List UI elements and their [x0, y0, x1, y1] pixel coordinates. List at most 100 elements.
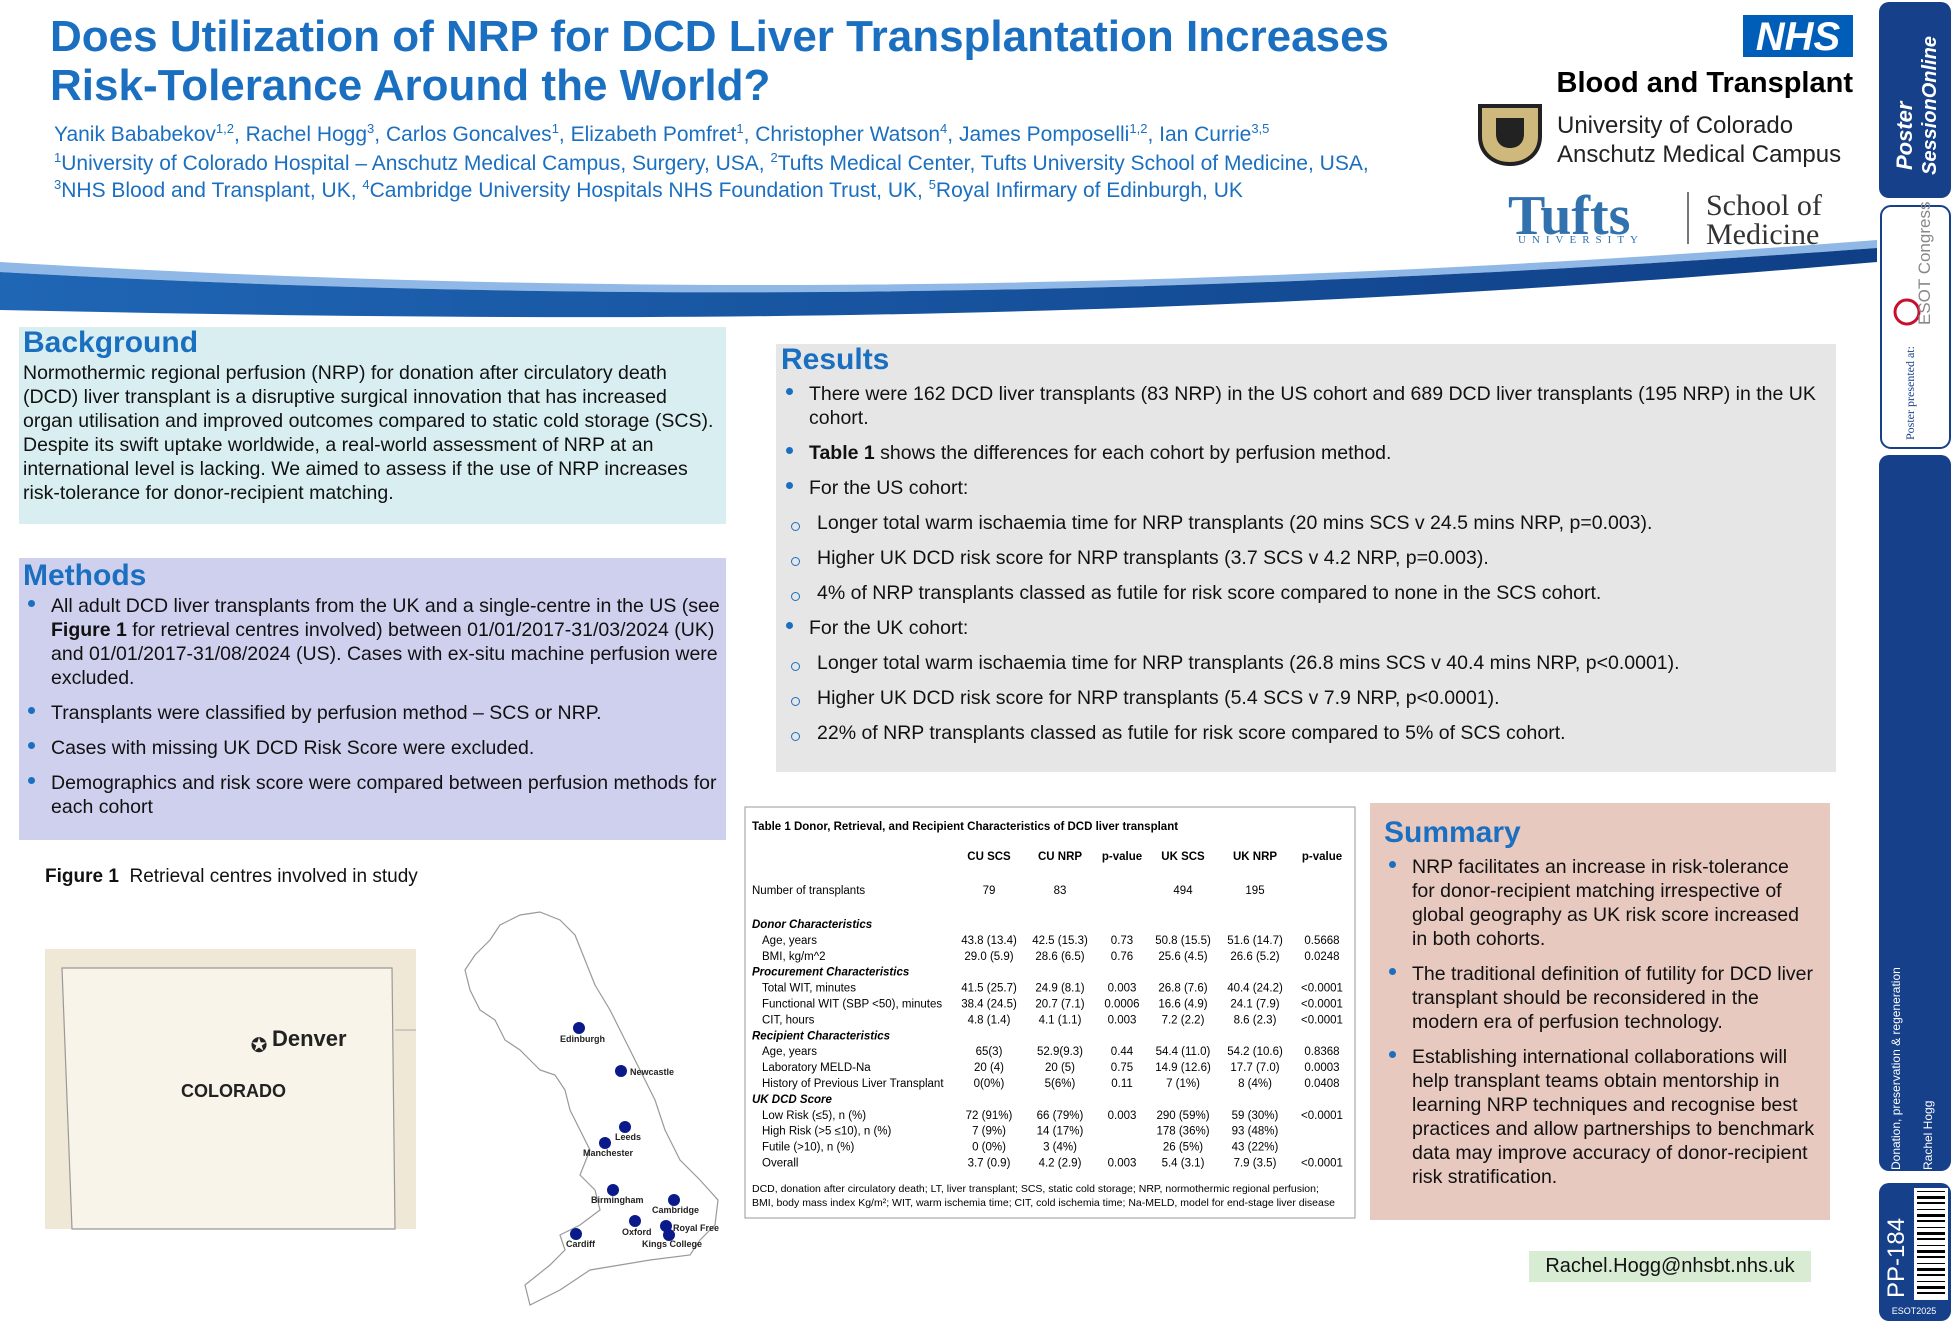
affiliations: 1University of Colorado Hospital – Ansch… [54, 150, 1399, 204]
table-cell: 3 (4%) [1043, 1142, 1077, 1154]
table-cell: 25.6 (4.5) [1158, 951, 1207, 963]
table-cell: 16.6 (4.9) [1158, 999, 1207, 1011]
table-cell: 83 [1054, 885, 1067, 897]
table-cell: 0.0408 [1304, 1078, 1339, 1090]
sub-bullet: Longer total warm ischaemia time for NRP… [791, 651, 1831, 675]
centre-dot [668, 1194, 680, 1206]
text-run: All adult DCD liver transplants from the… [51, 595, 720, 617]
table-cell: 0.73 [1111, 935, 1133, 947]
row-label: Low Risk (≤5), n (%) [762, 1110, 866, 1122]
sub-list: Longer total warm ischaemia time for NRP… [791, 511, 1831, 605]
sub-bullet: Higher UK DCD risk score for NRP transpl… [791, 686, 1831, 710]
table-cell: 8 (4%) [1238, 1078, 1272, 1090]
summary-list: NRP facilitates an increase in risk-tole… [1384, 855, 1816, 1189]
table-cell: <0.0001 [1301, 1014, 1343, 1026]
table-cell: 0.0006 [1104, 999, 1139, 1011]
sidebar-brand: SessionOnline [1919, 36, 1941, 175]
text-run: 1,2 [215, 121, 234, 136]
title-line: Does Utilization of NRP for DCD Liver Tr… [50, 12, 1390, 61]
cu-logo-inner [1496, 118, 1524, 148]
background-box: Background Normothermic regional perfusi… [19, 327, 726, 524]
row-label: Functional WIT (SBP <50), minutes [762, 999, 942, 1011]
centre-dot [629, 1215, 641, 1227]
table-cell: 38.4 (24.5) [961, 999, 1017, 1011]
centre-label: Oxford [622, 1227, 652, 1237]
table-cell: 14 (17%) [1037, 1126, 1084, 1138]
heading: Summary [1384, 816, 1521, 849]
text-run: , James Pomposelli [947, 123, 1130, 146]
table-cell: 29.0 (5.9) [964, 951, 1013, 963]
sub-bullet: 4% of NRP transplants classed as futile … [791, 581, 1831, 605]
table-cell: 0.11 [1111, 1078, 1133, 1090]
table-footnote: BMI, body mass index Kg/m²; WIT, warm is… [752, 1197, 1335, 1209]
table-cell: 93 (48%) [1232, 1126, 1279, 1138]
table-cell: 195 [1245, 885, 1264, 897]
bullet: The traditional definition of futility f… [1389, 962, 1816, 1034]
table-cell: 17.7 (7.0) [1230, 1062, 1279, 1074]
text-run: 3 [54, 177, 62, 192]
figure-caption: Figure 1 Retrieval centres involved in s… [45, 866, 418, 888]
heading: Methods [23, 559, 147, 592]
table-cell: 51.6 (14.7) [1227, 935, 1283, 947]
barcode-bar [1917, 1281, 1945, 1282]
text-run: 1 [736, 121, 744, 136]
figure-label: Figure 1 [45, 866, 119, 887]
table-cell: 7.9 (3.5) [1234, 1158, 1277, 1170]
text-run: , Carlos Goncalves [374, 123, 552, 146]
text-run: 1,2 [1129, 121, 1148, 136]
row-label: CIT, hours [762, 1014, 815, 1026]
table-cell: 7.2 (2.2) [1162, 1014, 1205, 1026]
table-cell: 0.76 [1111, 951, 1133, 963]
table-cell: 4.1 (1.1) [1039, 1014, 1082, 1026]
congress: ESOT Congress [1915, 202, 1934, 325]
table-cell: 290 (59%) [1156, 1110, 1209, 1122]
event-code: ESOT2025 [1892, 1306, 1937, 1316]
row-label: Number of transplants [752, 885, 865, 897]
text-run: Yanik Bababekov [54, 123, 216, 146]
centre-dot [663, 1229, 675, 1241]
barcode-bar [1917, 1220, 1945, 1222]
table-cell: <0.0001 [1301, 1158, 1343, 1170]
nhs-text: NHS [1756, 15, 1841, 59]
bullet: Cases with missing UK DCD Risk Score wer… [28, 736, 722, 760]
bullet-text: For the US cohort: [809, 477, 969, 499]
table-cell: 0.003 [1108, 983, 1137, 995]
text-run: , Rachel Hogg [233, 123, 368, 146]
centre-label: Newcastle [630, 1067, 674, 1077]
text-run: 1 [54, 150, 62, 165]
results-list: There were 162 DCD liver transplants (83… [781, 382, 1831, 745]
sidebar-event [1880, 205, 1951, 449]
heading: Background [23, 326, 199, 359]
table-cell: <0.0001 [1301, 983, 1343, 995]
text-run: 1 [551, 121, 559, 136]
presented: Poster presented at: [1903, 346, 1917, 440]
table-cell: 54.2 (10.6) [1227, 1046, 1283, 1058]
centre-label: Cambridge [652, 1205, 699, 1215]
table-cell: 41.5 (25.7) [961, 983, 1017, 995]
table-cell: 20 (4) [974, 1062, 1004, 1074]
table-cell: 0.0003 [1304, 1062, 1339, 1074]
table-cell: 54.4 (11.0) [1156, 1046, 1211, 1058]
background-text: Normothermic regional perfusion (NRP) fo… [23, 362, 714, 504]
centre-label: Birmingham [591, 1195, 644, 1205]
cu-text: Anschutz Medical Campus [1557, 141, 1841, 168]
table-cell: 0.44 [1111, 1046, 1134, 1058]
table-cell: 0.003 [1108, 1014, 1137, 1026]
table-cell: 8.6 (2.3) [1234, 1014, 1277, 1026]
table-cell: 26.8 (7.6) [1158, 983, 1207, 995]
bullet: For the UK cohort: Longer total warm isch… [786, 616, 1831, 745]
row-label: Overall [762, 1158, 798, 1170]
centre-dot [573, 1022, 585, 1034]
table-cell: 0 (0%) [972, 1142, 1006, 1154]
us-state [61, 967, 396, 1230]
figure-caption-text: Retrieval centres involved in study [129, 866, 418, 887]
table-cell: 24.9 (8.1) [1035, 983, 1084, 995]
barcode-bar [1917, 1238, 1945, 1240]
barcode-bar [1917, 1227, 1945, 1228]
barcode-bar [1917, 1274, 1945, 1276]
topic: Donation, preservation & regeneration [1889, 967, 1903, 1170]
centre-dot [599, 1137, 611, 1149]
row-label: Futile (>10), n (%) [762, 1142, 855, 1154]
barcode-bar [1917, 1263, 1945, 1264]
